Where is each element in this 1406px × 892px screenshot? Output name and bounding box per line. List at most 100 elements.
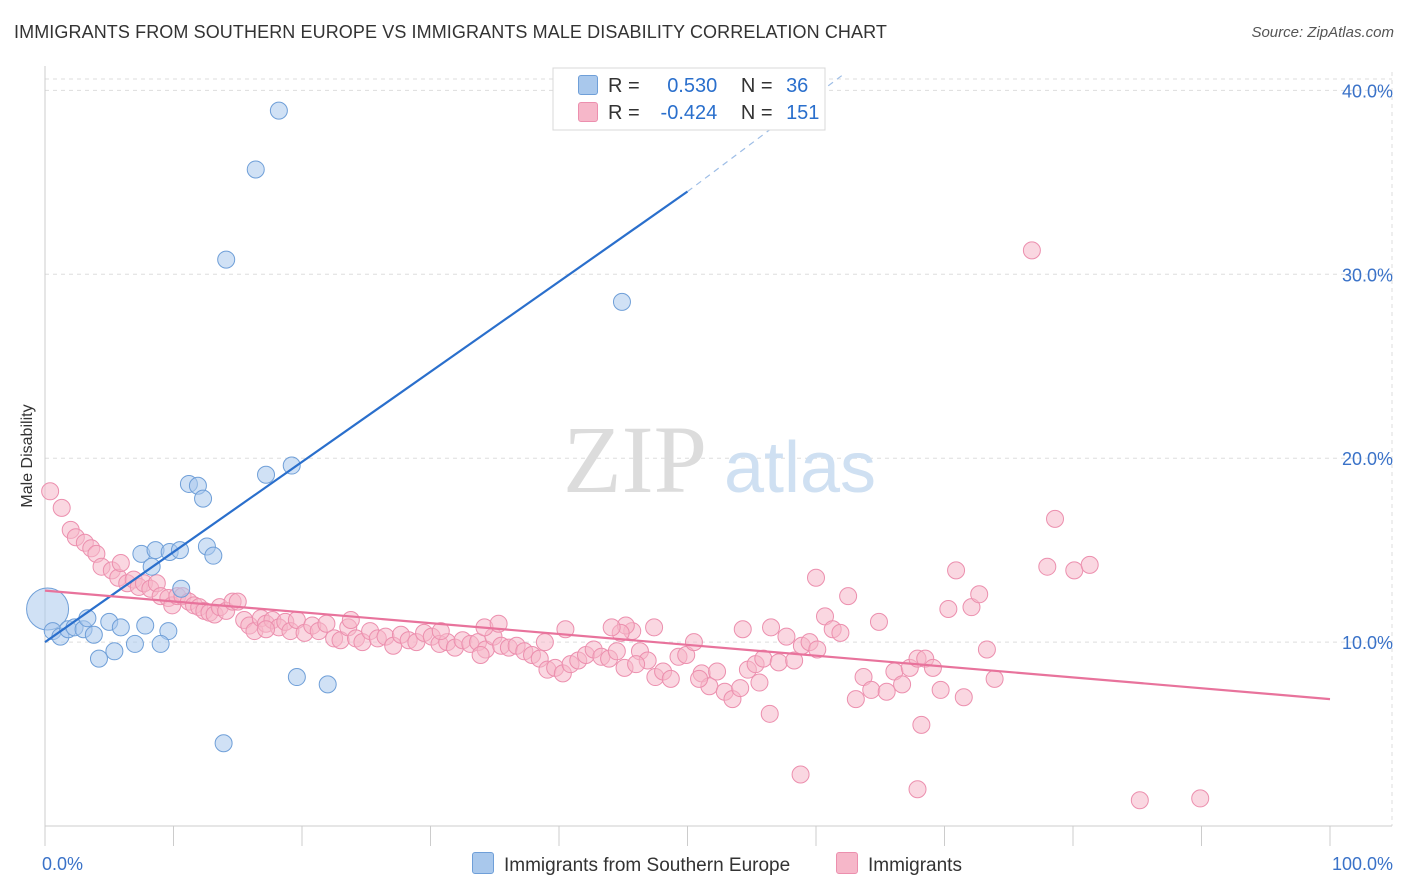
y-tick-label: 20.0% [1342, 449, 1393, 469]
watermark: ZIP atlas [563, 406, 876, 513]
southern-europe-point [194, 489, 213, 508]
immigrants-point [954, 688, 973, 707]
y-tick-label: 10.0% [1342, 633, 1393, 653]
immigrants-point [41, 482, 60, 501]
southern-europe-point [125, 634, 144, 653]
southern-europe-point [204, 546, 223, 565]
immigrants-point [839, 587, 858, 606]
trend-line-immigrants [44, 589, 1331, 701]
southern-europe-point [257, 465, 276, 484]
immigrants-point [602, 618, 621, 637]
immigrants-point [1130, 791, 1149, 810]
immigrants-point [661, 669, 680, 688]
immigrants-point [1022, 241, 1041, 260]
immigrants-point [862, 680, 881, 699]
immigrants-point [791, 765, 810, 784]
immigrants-point [684, 633, 703, 652]
y-tick-label: 40.0% [1342, 81, 1393, 101]
immigrants-point [708, 662, 727, 681]
immigrants-point [750, 673, 769, 692]
y-tick-label: 30.0% [1342, 265, 1393, 285]
immigrants-point [733, 620, 752, 639]
source-credit: Source: ZipAtlas.com [1251, 24, 1394, 41]
immigrants-point [908, 780, 927, 799]
series-immigrants-points [41, 241, 1210, 810]
chart-title: IMMIGRANTS FROM SOUTHERN EUROPE VS IMMIG… [14, 22, 887, 42]
legend-n-label: N = [740, 102, 773, 124]
southern-europe-point [287, 668, 306, 687]
grid-layer [45, 72, 1393, 826]
immigrants-point [777, 627, 796, 646]
immigrants-point [877, 682, 896, 701]
immigrants-point [985, 669, 1004, 688]
trend-line-southern-europe [44, 190, 689, 643]
legend-row-immigrants: R = -0.424 N = 151 [578, 102, 819, 125]
immigrants-point [341, 611, 360, 630]
immigrants-point [869, 612, 888, 631]
southern-europe-point [246, 160, 265, 179]
southern-europe-point [269, 101, 288, 120]
x-tick-label: 0.0% [42, 854, 83, 874]
immigrants-point [977, 640, 996, 659]
southern-europe-point [136, 616, 155, 635]
immigrants-point [769, 653, 788, 672]
southern-europe-point [214, 734, 233, 753]
legend-r-value: -0.424 [660, 102, 718, 124]
immigrants-point [1038, 557, 1057, 576]
legend-swatch-pink [578, 102, 598, 122]
legend-r-label: R = [608, 75, 640, 97]
immigrants-point [690, 669, 709, 688]
immigrants-point [627, 655, 646, 674]
immigrants-point [762, 618, 781, 637]
bottom-legend-label: Immigrants from Southern Europe [504, 855, 791, 876]
legend-row-southern-europe: R = 0.530 N = 36 [578, 75, 808, 98]
legend-n-label: N = [740, 75, 773, 97]
bottom-legend-swatch-blue [472, 852, 494, 874]
bottom-legend-southern-europe: Immigrants from Southern Europe [472, 852, 790, 877]
southern-europe-point [612, 292, 631, 311]
southern-europe-point [172, 579, 191, 598]
immigrants-point [607, 642, 626, 661]
immigrants-point [912, 715, 931, 734]
series-southern-europe-points [26, 101, 631, 753]
southern-europe-point [84, 625, 103, 644]
immigrants-point [1080, 555, 1099, 574]
southern-europe-point [170, 541, 189, 560]
bottom-legend-label: Immigrants [868, 855, 962, 876]
immigrants-point [1046, 509, 1065, 528]
immigrants-point [931, 680, 950, 699]
legend-r-value: 0.530 [667, 75, 718, 97]
southern-europe-point [217, 250, 236, 269]
watermark-atlas: atlas [724, 428, 876, 508]
axis-layer: 10.0% 20.0% 30.0% 40.0% 0.0% 100.0% [42, 66, 1393, 874]
immigrants-point [111, 554, 130, 573]
southern-europe-point [318, 675, 337, 694]
immigrants-point [846, 690, 865, 709]
immigrants-point [1065, 561, 1084, 580]
immigrants-point [760, 704, 779, 723]
immigrants-point [645, 618, 664, 637]
immigrants-point [535, 633, 554, 652]
immigrants-point [923, 658, 942, 677]
immigrants-point [893, 675, 912, 694]
immigrants-point [471, 645, 490, 664]
southern-europe-point [282, 456, 301, 475]
bottom-legend-swatch-pink [836, 852, 858, 874]
immigrants-point [52, 498, 71, 517]
legend-n-value: 36 [786, 75, 809, 97]
bottom-legend-immigrants: Immigrants [836, 852, 962, 877]
southern-europe-point [105, 642, 124, 661]
immigrants-point [970, 585, 989, 604]
immigrants-point [731, 679, 750, 698]
immigrants-point [1191, 789, 1210, 808]
correlation-legend [552, 67, 826, 131]
watermark-zip: ZIP [563, 406, 707, 513]
legend-r-label: R = [608, 102, 640, 124]
trend-lines [44, 75, 1331, 701]
immigrants-point [785, 651, 804, 670]
immigrants-point [947, 561, 966, 580]
immigrants-point [831, 623, 850, 642]
immigrants-point [939, 599, 958, 618]
x-tick-label: 100.0% [1332, 854, 1393, 874]
